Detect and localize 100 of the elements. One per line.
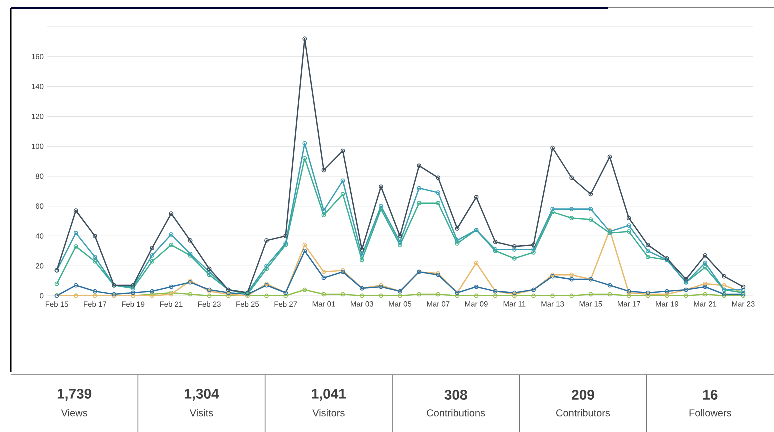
point (570, 216, 574, 220)
point (703, 282, 708, 286)
point (588, 292, 594, 297)
point (550, 210, 555, 215)
text: 1,304 (185, 389, 220, 401)
point (302, 156, 308, 161)
text: 1,041 (312, 389, 346, 401)
point (92, 259, 98, 264)
point (532, 250, 536, 255)
point (703, 253, 708, 258)
point (150, 289, 155, 294)
point (92, 254, 98, 260)
point (360, 247, 364, 252)
point (474, 284, 479, 290)
point (188, 238, 193, 243)
point (340, 292, 346, 297)
point (264, 264, 269, 268)
point (608, 292, 612, 297)
point (169, 242, 174, 248)
point (436, 176, 441, 180)
point (474, 294, 479, 298)
point (398, 242, 402, 248)
point (626, 230, 632, 234)
point (92, 234, 98, 238)
point (493, 240, 498, 244)
text: Contributors (556, 409, 610, 417)
point (570, 207, 574, 212)
point (722, 274, 727, 279)
point (360, 258, 364, 262)
point (588, 207, 594, 212)
point (74, 283, 78, 288)
point (302, 288, 308, 292)
point (455, 242, 460, 246)
point (207, 266, 212, 272)
point (302, 242, 308, 248)
point (646, 242, 650, 248)
point (264, 294, 269, 298)
point (150, 246, 155, 250)
point (74, 244, 78, 249)
point (703, 260, 708, 266)
point (398, 294, 402, 298)
point (455, 238, 460, 243)
point (646, 254, 650, 260)
point (684, 294, 688, 298)
point (512, 247, 517, 252)
point (512, 244, 517, 249)
point (302, 36, 308, 42)
point (588, 192, 594, 197)
point (608, 154, 612, 160)
point (398, 234, 402, 238)
point (570, 277, 574, 282)
point (74, 208, 78, 214)
point (92, 289, 98, 294)
point (722, 283, 727, 288)
point (417, 164, 422, 168)
point (703, 265, 708, 270)
point (378, 294, 384, 298)
point (360, 294, 364, 298)
point (417, 292, 422, 297)
point (378, 207, 384, 212)
point (340, 192, 346, 197)
point (322, 276, 326, 280)
point (532, 294, 536, 298)
point (169, 284, 174, 290)
point (474, 260, 479, 266)
point (340, 178, 346, 184)
point (378, 184, 384, 190)
point (207, 272, 212, 278)
point (264, 266, 269, 272)
point (207, 270, 212, 274)
point (264, 238, 269, 243)
point (512, 256, 517, 261)
text: Views (61, 409, 88, 417)
point (684, 277, 688, 282)
point (322, 270, 326, 274)
point (417, 186, 422, 191)
point (150, 253, 155, 258)
text: Followers (690, 409, 732, 417)
point (436, 201, 441, 206)
point (169, 232, 174, 237)
text: 308 (444, 390, 468, 400)
point (169, 212, 174, 216)
point (150, 259, 155, 264)
point (703, 284, 708, 290)
point (207, 294, 212, 298)
point (322, 213, 326, 218)
point (322, 168, 326, 173)
text: Visits (190, 409, 214, 417)
point (608, 283, 612, 288)
text: 1,739 (58, 389, 92, 401)
point (665, 289, 670, 294)
point (626, 216, 632, 220)
point (474, 195, 479, 200)
point (550, 146, 555, 150)
point (570, 294, 574, 298)
point (703, 292, 708, 297)
point (436, 292, 441, 297)
point (436, 190, 441, 196)
point (340, 148, 346, 154)
point (570, 176, 574, 180)
